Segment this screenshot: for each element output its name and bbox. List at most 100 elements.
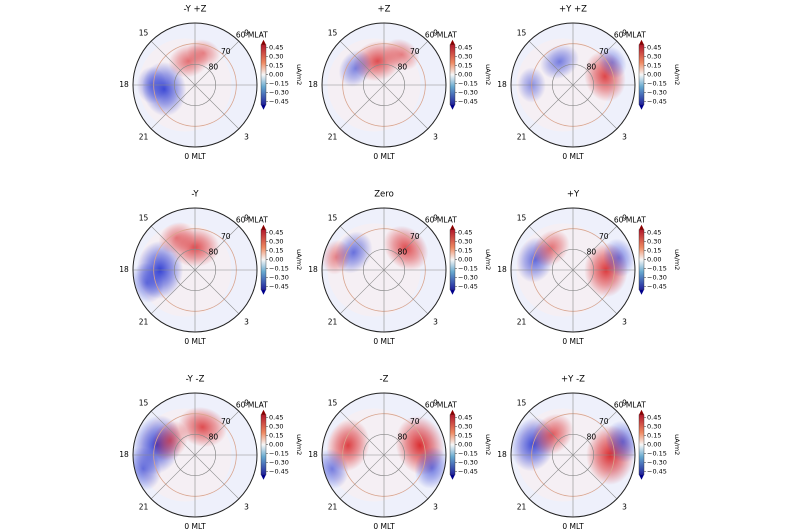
mlt-label-3: 3: [433, 133, 438, 142]
colorbar-tick-label: 0.15: [647, 432, 661, 440]
upward-current-region: [322, 239, 351, 275]
mlat-label-70: 70: [221, 47, 231, 56]
panel-title: -Z: [380, 375, 389, 385]
colorbar-tick-label: 0.30: [647, 238, 661, 246]
colorbar-tick-label: 0.15: [269, 247, 283, 255]
upward-current-region: [178, 406, 227, 448]
colorbar-extend-min: [261, 104, 266, 110]
colorbar-tick-label: −0.30: [458, 459, 478, 467]
polar-frame: [321, 207, 447, 333]
colorbar-tick-label: 0.45: [269, 414, 283, 422]
colorbar-tick-label: −0.15: [269, 450, 289, 458]
mlat-label-70: 70: [221, 417, 231, 426]
colorbar-tick-label: −0.45: [269, 98, 289, 106]
mlt-label-15: 15: [139, 29, 149, 38]
mlt-label-9: 9: [244, 214, 249, 223]
colorbar-extend-max: [639, 224, 644, 230]
colorbar-tick-label: 0.15: [458, 432, 472, 440]
mlat-label-60: 60 MLAT: [614, 215, 646, 224]
mlt-label-18: 18: [119, 450, 129, 459]
colorbar-tick-label: −0.15: [647, 80, 667, 88]
mlat-label-80: 80: [398, 433, 408, 442]
colorbar-tick-label: −0.45: [647, 98, 667, 106]
colorbar-tick-label: 0.15: [458, 62, 472, 70]
mlt-label-18: 18: [497, 450, 507, 459]
mlt-label-21: 21: [328, 133, 338, 142]
mlt-label-18: 18: [119, 265, 129, 274]
colorbar-gradient: [638, 44, 645, 105]
mlt-label-0: 0 MLT: [373, 337, 395, 346]
mlt-spoke: [339, 410, 429, 500]
colorbar-gradient: [260, 414, 267, 475]
mlat-label-80: 80: [398, 248, 408, 257]
colorbar-tick-label: 0.30: [269, 53, 283, 61]
colorbar: 0.450.300.150.00−0.15−0.30−0.45 uA/m2: [449, 224, 492, 295]
colorbar-tick-label: 0.00: [269, 441, 283, 449]
colorbar-unit-label: uA/m2: [295, 64, 303, 85]
mlat-label-70: 70: [599, 417, 609, 426]
mlt-label-9: 9: [433, 214, 438, 223]
mlt-spoke: [339, 40, 429, 130]
mlt-label-0: 0 MLT: [184, 152, 206, 161]
panel-title: +Y -Z: [561, 375, 585, 385]
mlt-spoke: [528, 225, 618, 315]
colorbar-extend-max: [261, 224, 266, 230]
colorbar-extend-min: [639, 474, 644, 480]
colorbar-gradient: [260, 229, 267, 290]
polar-frame: [321, 392, 447, 518]
panel-title: +Z: [378, 5, 391, 15]
colorbar-tick-label: 0.15: [647, 247, 661, 255]
colorbar-extend-max: [450, 39, 455, 45]
colorbar-tick-label: −0.15: [269, 80, 289, 88]
mlat-label-80: 80: [587, 433, 597, 442]
panel-title: -Y -Z: [186, 375, 205, 385]
upward-current-region: [151, 420, 189, 461]
mlt-spoke: [339, 225, 429, 315]
colorbar-tick-label: −0.30: [458, 89, 478, 97]
mlat-label-60: 60 MLAT: [614, 400, 646, 409]
mlt-label-18: 18: [308, 265, 318, 274]
mlt-label-0: 0 MLT: [373, 522, 395, 530]
colorbar-tick-label: −0.30: [647, 89, 667, 97]
mlt-label-3: 3: [622, 318, 627, 327]
colorbar: 0.450.300.150.00−0.15−0.30−0.45 uA/m2: [260, 39, 303, 110]
mlt-label-3: 3: [433, 503, 438, 512]
colorbar-tick-label: −0.45: [458, 283, 478, 291]
colorbar-tick-label: 0.00: [458, 441, 472, 449]
mlt-label-9: 9: [622, 29, 627, 38]
colorbar-extend-max: [261, 409, 266, 415]
colorbar-extend-min: [261, 474, 266, 480]
colorbar-tick-label: −0.15: [269, 265, 289, 273]
colorbar-extend-min: [450, 289, 455, 295]
mlt-label-21: 21: [139, 318, 149, 327]
colorbar-tick-label: −0.15: [458, 265, 478, 273]
mlt-label-21: 21: [517, 318, 527, 327]
mlat-label-60: 60 MLAT: [425, 400, 457, 409]
colorbar-tick-label: 0.00: [647, 441, 661, 449]
mlt-label-15: 15: [328, 399, 338, 408]
colorbar-gradient: [638, 414, 645, 475]
upward-current-region: [383, 38, 420, 71]
mlt-label-0: 0 MLT: [562, 337, 584, 346]
polar-frame: [510, 392, 636, 518]
mlat-label-80: 80: [209, 433, 219, 442]
mlat-label-70: 70: [410, 47, 420, 56]
colorbar-tick-label: −0.30: [647, 274, 667, 282]
colorbar-tick-label: −0.30: [269, 274, 289, 282]
colorbar-gradient: [449, 229, 456, 290]
colorbar-unit-label: uA/m2: [295, 249, 303, 270]
colorbar-tick-label: −0.30: [269, 459, 289, 467]
colorbar-tick-label: 0.30: [458, 238, 472, 246]
colorbar-unit-label: uA/m2: [673, 249, 681, 270]
panel-title: -Y: [191, 190, 199, 200]
downward-current-region: [338, 49, 373, 88]
colorbar-tick-label: 0.45: [269, 44, 283, 52]
colorbar-tick-label: 0.15: [269, 62, 283, 70]
polar-frame: [132, 392, 258, 518]
mlat-label-70: 70: [410, 417, 420, 426]
